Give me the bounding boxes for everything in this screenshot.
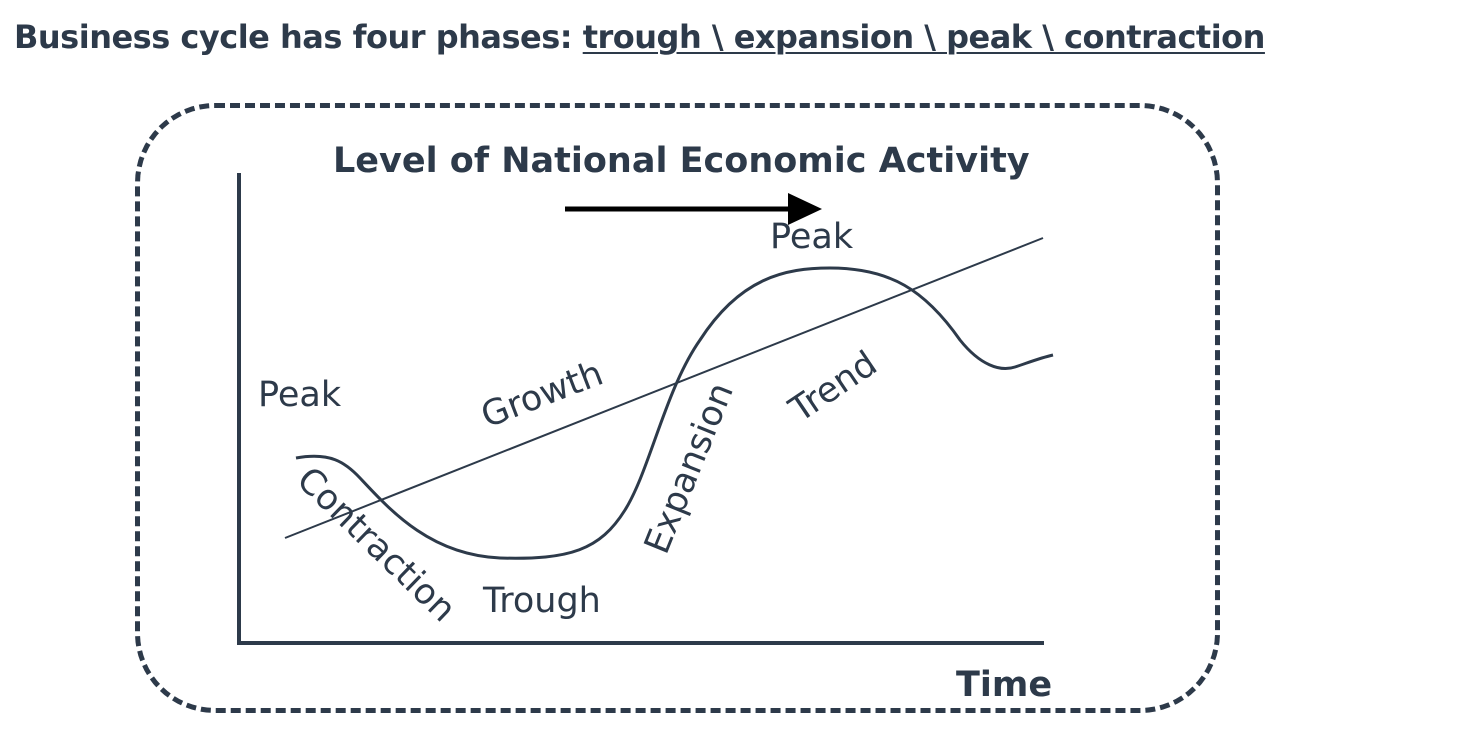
diagram-title: Level of National Economic Activity (333, 141, 1030, 181)
contraction-label: Contraction (289, 460, 463, 630)
peak-left-label: Peak (258, 375, 342, 415)
expansion-label: Expansion (637, 377, 742, 559)
peak-top-label: Peak (770, 217, 854, 257)
diagram-panel (135, 103, 1220, 713)
heading-prefix: Business cycle has four phases: (14, 18, 583, 56)
trough-label: Trough (482, 581, 601, 621)
trend-label: Trend (782, 344, 885, 431)
heading-phases: trough \ expansion \ peak \ contraction (582, 18, 1266, 56)
business-cycle-curve (295, 266, 1054, 560)
trend-line (284, 237, 1044, 539)
growth-label: Growth (476, 354, 609, 437)
x-axis-label: Time (956, 665, 1052, 705)
direction-arrow (565, 193, 822, 225)
page-heading: Business cycle has four phases: trough \… (14, 18, 1265, 56)
